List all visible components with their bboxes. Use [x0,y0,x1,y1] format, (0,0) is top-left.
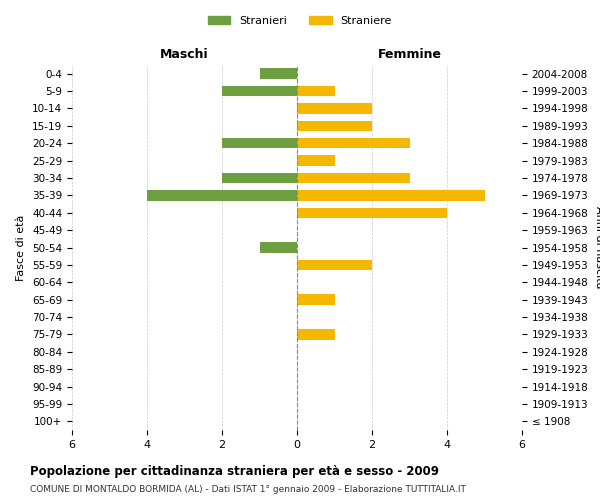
Bar [297,190,485,200]
Legend: Stranieri, Straniere: Stranieri, Straniere [203,10,397,31]
Bar [297,294,335,305]
Bar [297,138,409,148]
Bar [297,156,335,166]
Bar [222,138,297,148]
Bar [297,173,409,183]
Bar [222,173,297,183]
Bar [297,86,335,97]
Bar [297,120,372,131]
Y-axis label: Anni di nascita: Anni di nascita [594,206,600,289]
Bar [222,86,297,97]
Text: Femmine: Femmine [377,48,442,62]
Y-axis label: Fasce di età: Fasce di età [16,214,26,280]
Bar [147,190,297,200]
Bar [297,208,447,218]
Bar [297,329,335,340]
Bar [297,103,372,114]
Text: COMUNE DI MONTALDO BORMIDA (AL) - Dati ISTAT 1° gennaio 2009 - Elaborazione TUTT: COMUNE DI MONTALDO BORMIDA (AL) - Dati I… [30,485,466,494]
Bar [260,242,297,252]
Bar [260,68,297,79]
Bar [297,260,372,270]
Text: Maschi: Maschi [160,48,209,62]
Text: Popolazione per cittadinanza straniera per età e sesso - 2009: Popolazione per cittadinanza straniera p… [30,465,439,478]
